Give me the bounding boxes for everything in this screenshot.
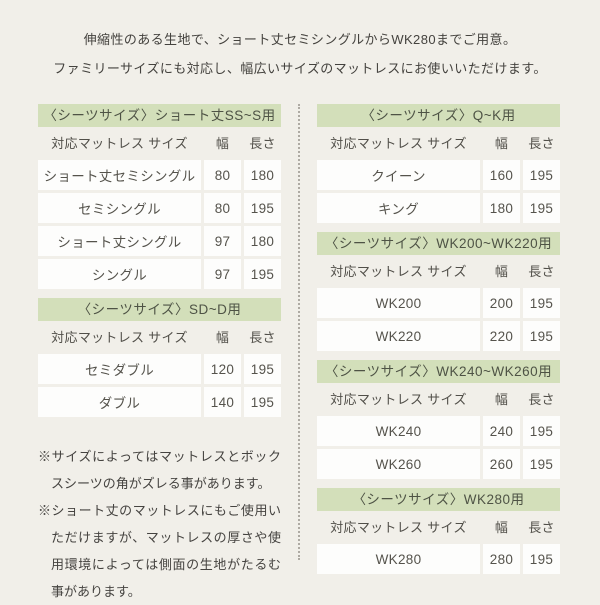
table-wk240-wk260: 〈シーツサイズ〉WK240~WK260用 対応マットレス サイズ 幅 長さ WK…: [317, 360, 560, 479]
table-row: セミシングル 80 195: [38, 193, 281, 223]
cell-length: 195: [244, 193, 281, 223]
table-q-k: 〈シーツサイズ〉Q~K用 対応マットレス サイズ 幅 長さ クイーン 160 1…: [317, 104, 560, 223]
table-title: 〈シーツサイズ〉WK240~WK260用: [317, 360, 560, 383]
cell-length: 180: [244, 226, 281, 256]
cell-width: 280: [483, 544, 520, 574]
cell-length: 180: [244, 160, 281, 190]
dotted-column-divider: [298, 104, 300, 560]
table-column-header: 対応マットレス サイズ 幅 長さ: [38, 321, 281, 351]
table-wk200-wk220: 〈シーツサイズ〉WK200~WK220用 対応マットレス サイズ 幅 長さ WK…: [317, 232, 560, 351]
table-sd-d: 〈シーツサイズ〉SD~D用 対応マットレス サイズ 幅 長さ セミダブル 120…: [38, 298, 281, 417]
table-short-ss-s: 〈シーツサイズ〉ショート丈SS~S用 対応マットレス サイズ 幅 長さ ショート…: [38, 104, 281, 289]
table-row: シングル 97 195: [38, 259, 281, 289]
table-row: WK260 260 195: [317, 449, 560, 479]
cell-mattress-name: シングル: [38, 259, 201, 289]
intro-line-2: ファミリーサイズにも対応し、幅広いサイズのマットレスにお使いいただけます。: [53, 61, 547, 76]
col-mattress-size: 対応マットレス サイズ: [51, 329, 188, 345]
cell-width: 260: [483, 449, 520, 479]
table-row: キング 180 195: [317, 193, 560, 223]
table-row: クイーン 160 195: [317, 160, 560, 190]
intro-line-1: 伸縮性のある生地で、ショート丈セミシングルからWK280までご用意。: [83, 32, 517, 47]
table-column-header: 対応マットレス サイズ 幅 長さ: [317, 255, 560, 285]
col-width: 幅: [215, 135, 230, 151]
cell-length: 195: [523, 321, 560, 351]
cell-length: 195: [523, 288, 560, 318]
table-title: 〈シーツサイズ〉SD~D用: [38, 298, 281, 321]
cell-length: 195: [523, 449, 560, 479]
table-wk280: 〈シーツサイズ〉WK280用 対応マットレス サイズ 幅 長さ WK280 28…: [317, 488, 560, 574]
cell-mattress-name: キング: [317, 193, 480, 223]
cell-mattress-name: ショート丈シングル: [38, 226, 201, 256]
table-title: 〈シーツサイズ〉ショート丈SS~S用: [38, 104, 281, 127]
left-column: 〈シーツサイズ〉ショート丈SS~S用 対応マットレス サイズ 幅 長さ ショート…: [38, 104, 281, 605]
footnote: ※ショート丈のマットレスにもご使用いただけますが、マットレスの厚さや使用環境によ…: [38, 503, 281, 599]
table-row: セミダブル 120 195: [38, 354, 281, 384]
table-row: ダブル 140 195: [38, 387, 281, 417]
cell-length: 195: [523, 544, 560, 574]
col-length: 長さ: [528, 391, 555, 407]
cell-mattress-name: セミシングル: [38, 193, 201, 223]
table-row: WK220 220 195: [317, 321, 560, 351]
table-column-header: 対応マットレス サイズ 幅 長さ: [317, 383, 560, 413]
col-length: 長さ: [528, 519, 555, 535]
cell-mattress-name: ダブル: [38, 387, 201, 417]
col-mattress-size: 対応マットレス サイズ: [51, 135, 188, 151]
col-width: 幅: [494, 263, 509, 279]
table-row: WK280 280 195: [317, 544, 560, 574]
cell-width: 97: [204, 259, 241, 289]
cell-mattress-name: ショート丈セミシングル: [38, 160, 201, 190]
cell-length: 195: [523, 193, 560, 223]
cell-length: 195: [244, 387, 281, 417]
cell-mattress-name: WK280: [317, 544, 480, 574]
cell-length: 195: [523, 160, 560, 190]
cell-length: 195: [523, 416, 560, 446]
footnotes: ※サイズによってはマットレスとボックスシーツの角がズレる事があります。 ※ショー…: [38, 443, 281, 605]
col-width: 幅: [494, 519, 509, 535]
table-row: ショート丈シングル 97 180: [38, 226, 281, 256]
col-width: 幅: [494, 135, 509, 151]
cell-width: 240: [483, 416, 520, 446]
col-width: 幅: [494, 391, 509, 407]
cell-width: 160: [483, 160, 520, 190]
cell-length: 195: [244, 259, 281, 289]
col-mattress-size: 対応マットレス サイズ: [330, 519, 467, 535]
cell-mattress-name: WK200: [317, 288, 480, 318]
cell-width: 80: [204, 193, 241, 223]
cell-mattress-name: セミダブル: [38, 354, 201, 384]
col-mattress-size: 対応マットレス サイズ: [330, 263, 467, 279]
cell-width: 200: [483, 288, 520, 318]
cell-mattress-name: WK220: [317, 321, 480, 351]
col-mattress-size: 対応マットレス サイズ: [330, 391, 467, 407]
right-column: 〈シーツサイズ〉Q~K用 対応マットレス サイズ 幅 長さ クイーン 160 1…: [317, 104, 560, 605]
cell-width: 80: [204, 160, 241, 190]
cell-width: 120: [204, 354, 241, 384]
intro-text: 伸縮性のある生地で、ショート丈セミシングルからWK280までご用意。 ファミリー…: [0, 0, 600, 83]
table-title: 〈シーツサイズ〉WK280用: [317, 488, 560, 511]
col-width: 幅: [215, 329, 230, 345]
table-title: 〈シーツサイズ〉Q~K用: [317, 104, 560, 127]
col-length: 長さ: [528, 135, 555, 151]
table-row: WK240 240 195: [317, 416, 560, 446]
cell-mattress-name: WK260: [317, 449, 480, 479]
col-length: 長さ: [249, 329, 276, 345]
table-column-header: 対応マットレス サイズ 幅 長さ: [317, 127, 560, 157]
cell-mattress-name: クイーン: [317, 160, 480, 190]
table-row: WK200 200 195: [317, 288, 560, 318]
cell-length: 195: [244, 354, 281, 384]
col-length: 長さ: [249, 135, 276, 151]
size-chart-columns: 〈シーツサイズ〉ショート丈SS~S用 対応マットレス サイズ 幅 長さ ショート…: [38, 104, 560, 605]
table-title: 〈シーツサイズ〉WK200~WK220用: [317, 232, 560, 255]
cell-mattress-name: WK240: [317, 416, 480, 446]
col-length: 長さ: [528, 263, 555, 279]
table-column-header: 対応マットレス サイズ 幅 長さ: [38, 127, 281, 157]
cell-width: 140: [204, 387, 241, 417]
cell-width: 97: [204, 226, 241, 256]
table-row: ショート丈セミシングル 80 180: [38, 160, 281, 190]
cell-width: 180: [483, 193, 520, 223]
cell-width: 220: [483, 321, 520, 351]
footnote: ※サイズによってはマットレスとボックスシーツの角がズレる事があります。: [38, 449, 281, 491]
col-mattress-size: 対応マットレス サイズ: [330, 135, 467, 151]
table-column-header: 対応マットレス サイズ 幅 長さ: [317, 511, 560, 541]
